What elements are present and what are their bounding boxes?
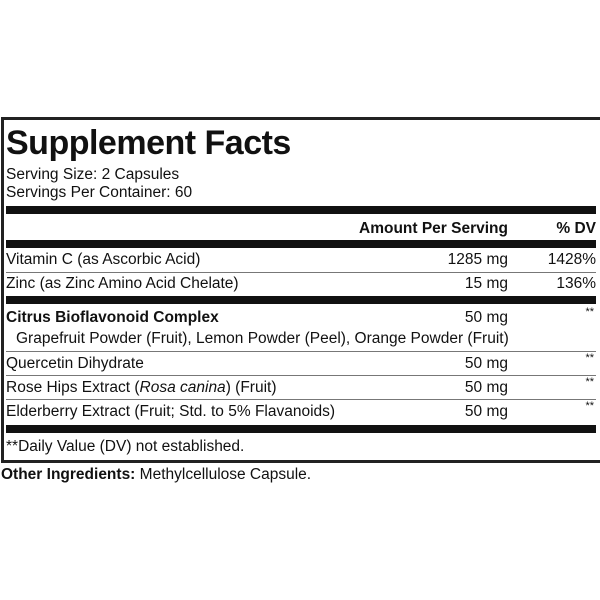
blend-sub-row: Grapefruit Powder (Fruit), Lemon Powder …	[6, 330, 596, 350]
amount-header: Amount Per Serving	[359, 220, 508, 237]
nutrient-amount: 15 mg	[464, 275, 508, 292]
divider-thick	[6, 425, 596, 433]
nutrient-row: Vitamin C (as Ascorbic Acid) 1285 mg 142…	[6, 251, 596, 271]
ingredient-amount: 50 mg	[464, 379, 508, 396]
divider-thick	[6, 240, 596, 248]
divider-thin	[6, 351, 596, 352]
ingredient-name: Rose Hips Extract (Rosa canina) (Fruit)	[6, 379, 277, 396]
nutrient-dv: 136%	[556, 275, 596, 292]
blend-ingredients: Grapefruit Powder (Fruit), Lemon Powder …	[16, 330, 509, 347]
panel-title: Supplement Facts	[6, 124, 291, 162]
divider-thick	[6, 206, 596, 214]
serving-size: Serving Size: 2 Capsules	[6, 166, 180, 183]
ingredient-name: Quercetin Dihydrate	[6, 355, 144, 372]
dv-header: % DV	[556, 220, 596, 237]
ingredient-dv: **	[585, 400, 594, 412]
nutrient-name: Vitamin C (as Ascorbic Acid)	[6, 251, 201, 268]
ingredient-amount: 50 mg	[464, 403, 508, 420]
other-ingredients: Other Ingredients: Methylcellulose Capsu…	[1, 466, 312, 483]
blend-dv: **	[585, 306, 594, 318]
divider-thin	[6, 375, 596, 376]
divider-thin	[6, 399, 596, 400]
servings-per-container: Servings Per Container: 60	[6, 184, 193, 201]
blend-amount: 50 mg	[464, 309, 508, 326]
footnote: **Daily Value (DV) not established.	[6, 438, 245, 455]
divider-thick	[6, 296, 596, 304]
blend-name: Citrus Bioflavonoid Complex	[6, 309, 219, 326]
ingredient-dv: **	[585, 352, 594, 364]
ingredient-name: Elderberry Extract (Fruit; Std. to 5% Fl…	[6, 403, 336, 420]
divider-thin	[6, 272, 596, 273]
supplement-facts-panel: Supplement Facts Serving Size: 2 Capsule…	[1, 117, 600, 463]
nutrient-amount: 1285 mg	[447, 251, 508, 268]
ingredient-row: Elderberry Extract (Fruit; Std. to 5% Fl…	[6, 400, 596, 423]
nutrient-name: Zinc (as Zinc Amino Acid Chelate)	[6, 275, 239, 292]
blend-row: Citrus Bioflavonoid Complex 50 mg **	[6, 306, 596, 329]
nutrient-row: Zinc (as Zinc Amino Acid Chelate) 15 mg …	[6, 275, 596, 295]
column-header: Amount Per Serving % DV	[6, 220, 596, 240]
ingredient-row: Quercetin Dihydrate 50 mg **	[6, 352, 596, 375]
ingredient-dv: **	[585, 376, 594, 388]
ingredient-row: Rose Hips Extract (Rosa canina) (Fruit) …	[6, 376, 596, 399]
ingredient-amount: 50 mg	[464, 355, 508, 372]
nutrient-dv: 1428%	[547, 251, 596, 268]
